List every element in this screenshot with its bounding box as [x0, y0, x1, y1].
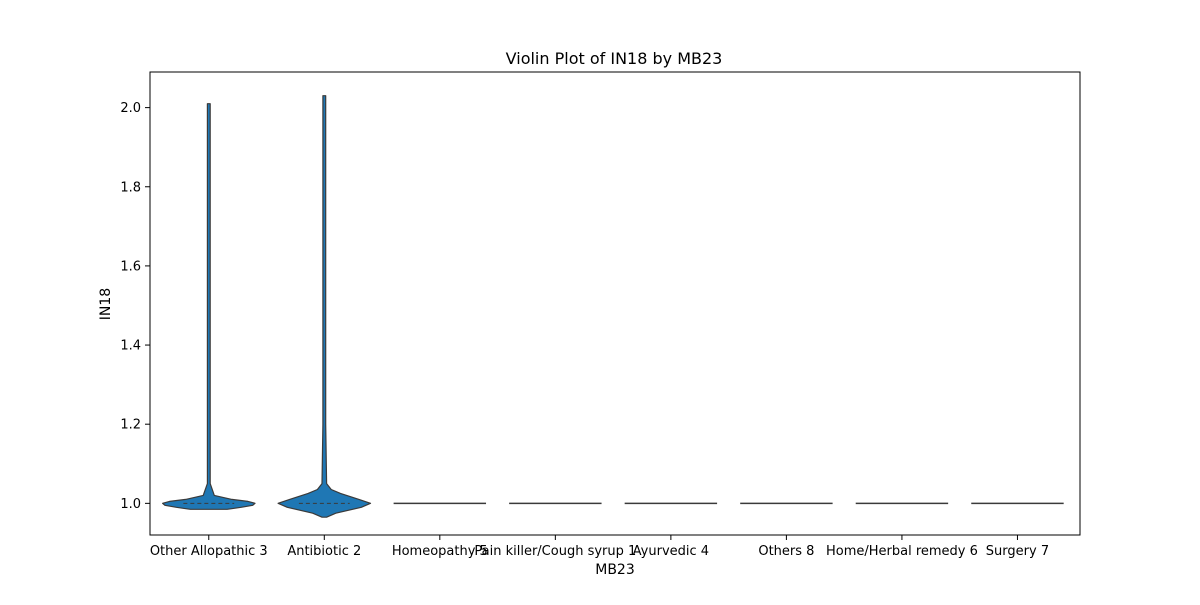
y-axis-label: IN18 [98, 288, 114, 320]
y-tick-label: 1.4 [120, 339, 141, 354]
y-tick-label: 1.6 [120, 259, 141, 274]
y-tick-label: 1.0 [120, 497, 141, 512]
chart-title: Violin Plot of IN18 by MB23 [506, 49, 723, 68]
x-axis: Other Allopathic 3 Antibiotic 2 Homeopathy… [150, 535, 1049, 559]
x-tick-label: Homeopathy 5 [392, 544, 488, 559]
x-axis-label: MB23 [595, 562, 635, 578]
plot-frame [149, 71, 1081, 536]
x-tick-label: Ayurvedic 4 [633, 544, 709, 559]
violin-body [277, 95, 372, 518]
x-tick-label: Surgery 7 [986, 544, 1049, 559]
violin-body [162, 103, 256, 510]
plot-area [162, 95, 1064, 518]
y-axis: 1.0 1.2 1.4 1.6 1.8 2.0 [120, 101, 150, 512]
x-tick-label: Pain killer/Cough syrup 1 [474, 544, 636, 559]
y-tick-label: 2.0 [120, 101, 141, 116]
x-tick-label: Other Allopathic 3 [150, 544, 268, 559]
y-tick-label: 1.2 [120, 418, 141, 433]
y-tick-label: 1.8 [120, 180, 141, 195]
x-tick-label: Home/Herbal remedy 6 [826, 544, 978, 559]
x-tick-label: Others 8 [758, 544, 814, 559]
x-tick-label: Antibiotic 2 [287, 544, 361, 559]
